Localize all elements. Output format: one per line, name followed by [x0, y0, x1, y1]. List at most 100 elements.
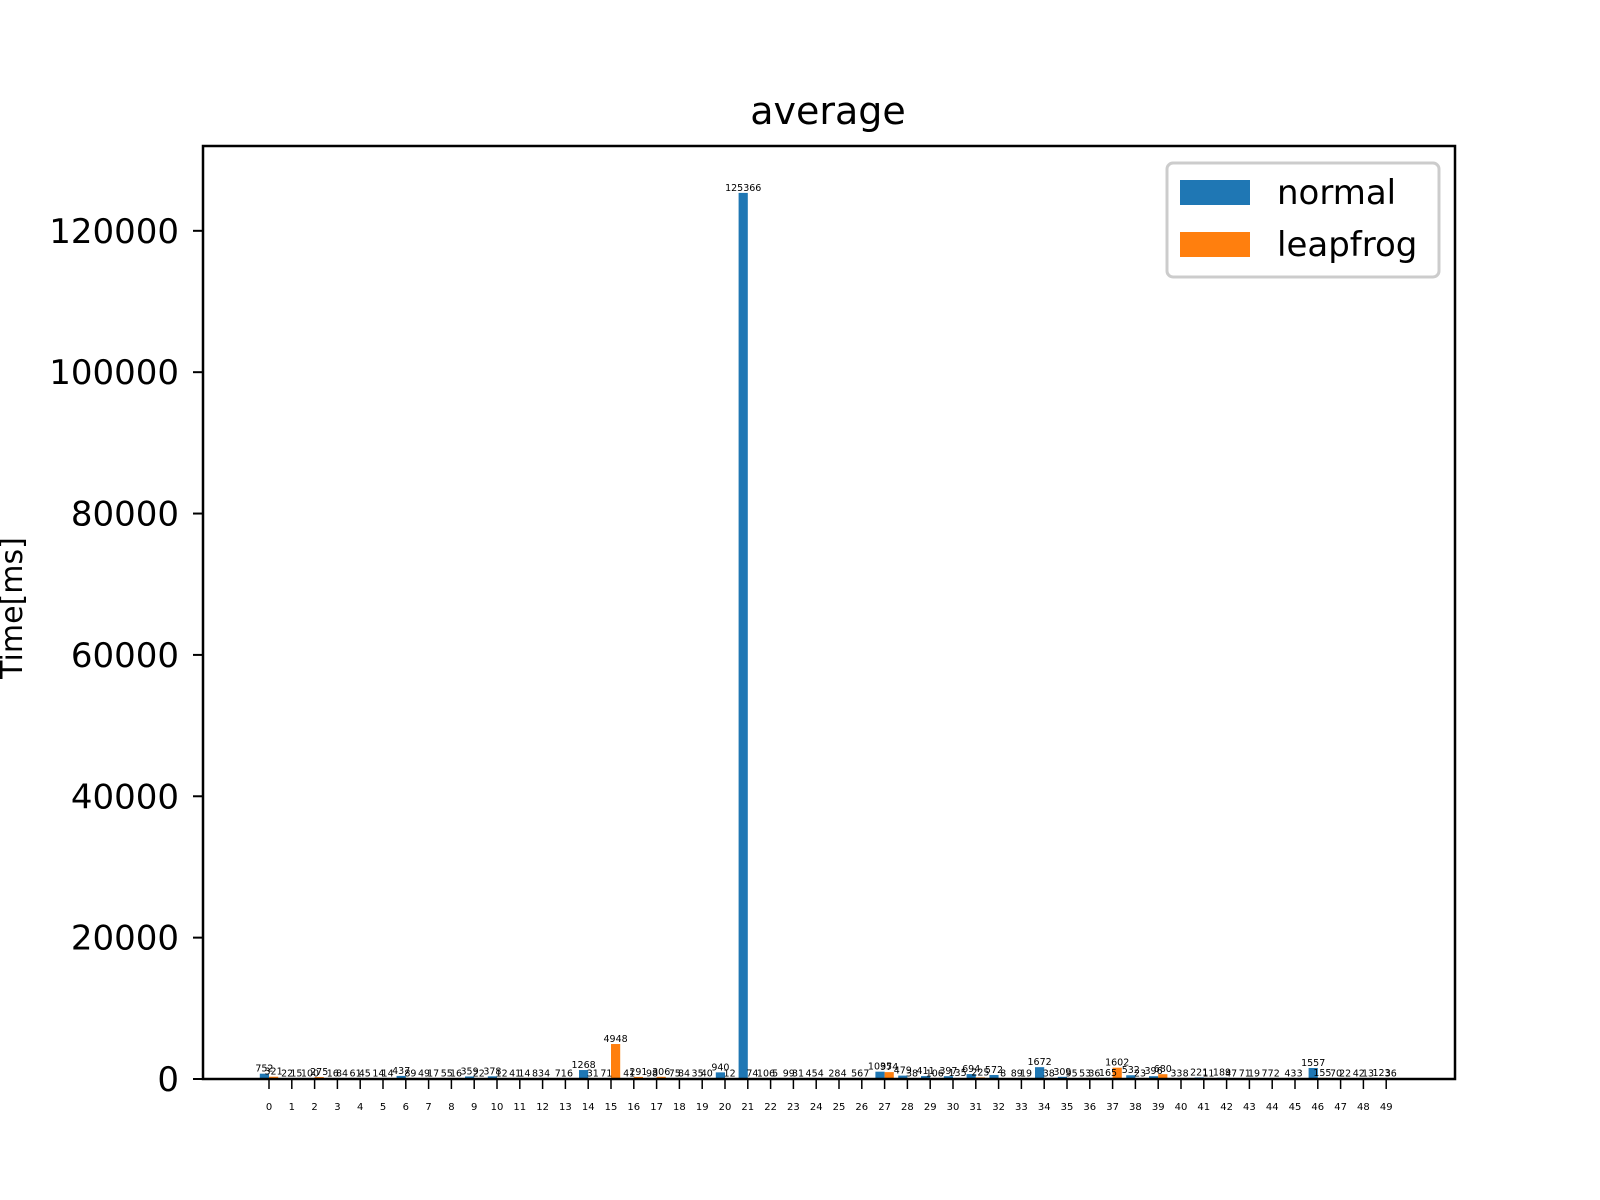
data-label-normal-33: 89	[1011, 1068, 1023, 1079]
data-label-normal-37: 165	[1099, 1068, 1117, 1079]
data-label-normal-25: 28	[828, 1068, 840, 1079]
data-label-leapfrog-19: 40	[701, 1068, 713, 1079]
data-label-normal-34: 1672	[1028, 1057, 1052, 1068]
data-label-normal-42: 189	[1213, 1068, 1231, 1079]
legend-label-normal: normal	[1277, 173, 1396, 213]
data-label-normal-6: 437	[392, 1066, 410, 1077]
bar-normal-10	[487, 1076, 497, 1079]
x-tick-label-19: 19	[696, 1102, 709, 1113]
data-label-leapfrog-12: 4	[544, 1068, 550, 1079]
data-label-leapfrog-28: 38	[906, 1068, 918, 1079]
x-tick-label-20: 20	[719, 1102, 732, 1113]
bar-normal-14	[579, 1070, 589, 1079]
data-label-leapfrog-3: 84	[336, 1068, 348, 1079]
x-tick-label-26: 26	[855, 1102, 868, 1113]
data-label-leapfrog-4: 45	[359, 1068, 371, 1079]
bar-normal-6	[396, 1075, 406, 1079]
bar-normal-20	[715, 1072, 725, 1079]
x-tick-label-48: 48	[1357, 1102, 1370, 1113]
data-label-leapfrog-13: 6	[567, 1068, 573, 1079]
data-label-normal-46: 1557	[1301, 1058, 1325, 1069]
y-tick-label-60000: 60000	[71, 636, 179, 676]
bars-layer	[259, 192, 1396, 1079]
data-label-leapfrog-2: 275	[310, 1067, 328, 1078]
legend-swatch-leapfrog	[1180, 232, 1250, 257]
data-label-leapfrog-35: 95	[1066, 1068, 1078, 1079]
legend: normal leapfrog	[1165, 161, 1441, 279]
data-label-leapfrog-5: 14	[382, 1068, 394, 1079]
data-label-leapfrog-7: 17	[427, 1068, 439, 1079]
bar-normal-46	[1308, 1067, 1318, 1079]
data-label-leapfrog-48: 13	[1362, 1068, 1374, 1079]
data-label-leapfrog-29: 106	[926, 1068, 944, 1079]
y-axis: 0 20000 40000 60000 80000 100000 120000	[49, 212, 203, 1100]
bar-normal-28	[898, 1075, 908, 1079]
x-tick-label-3: 3	[334, 1102, 340, 1113]
y-tick-label-0: 0	[157, 1060, 179, 1100]
x-tick-label-2: 2	[311, 1102, 317, 1113]
x-tick-label-23: 23	[787, 1102, 800, 1113]
y-tick-label-80000: 80000	[71, 495, 179, 535]
x-tick-label-6: 6	[403, 1102, 409, 1113]
bar-normal-32	[989, 1074, 999, 1079]
data-label-normal-1: 22	[281, 1068, 293, 1079]
data-label-leapfrog-6: 89	[404, 1068, 416, 1079]
x-tick-label-47: 47	[1334, 1102, 1347, 1113]
x-tick-label-44: 44	[1266, 1102, 1279, 1113]
data-label-leapfrog-37: 1602	[1105, 1058, 1129, 1069]
data-label-leapfrog-14: 31	[587, 1068, 599, 1079]
y-tick-label-120000: 120000	[49, 212, 179, 252]
x-tick-label-37: 37	[1106, 1102, 1119, 1113]
x-tick-label-5: 5	[380, 1102, 386, 1113]
data-label-leapfrog-11: 14	[518, 1068, 530, 1079]
data-label-normal-16: 41	[623, 1068, 635, 1079]
data-label-normal-30: 397	[939, 1066, 957, 1077]
x-tick-label-1: 1	[289, 1102, 295, 1113]
x-tick-label-40: 40	[1175, 1102, 1188, 1113]
x-tick-label-12: 12	[536, 1102, 549, 1113]
data-label-leapfrog-30: 135	[949, 1068, 967, 1079]
data-label-leapfrog-15: 4948	[604, 1034, 628, 1045]
data-label-leapfrog-49: 36	[1385, 1068, 1397, 1079]
bar-normal-31	[966, 1074, 976, 1079]
bar-normal-38	[1126, 1075, 1136, 1079]
bar-normal-27	[875, 1071, 885, 1079]
x-tick-label-9: 9	[471, 1102, 477, 1113]
x-tick-label-13: 13	[559, 1102, 572, 1113]
data-label-normal-0: 752	[255, 1064, 273, 1075]
data-label-normal-39: 396	[1145, 1066, 1163, 1077]
data-label-leapfrog-42: 47	[1225, 1068, 1237, 1079]
x-tick-label-17: 17	[650, 1102, 663, 1113]
data-label-normal-26: 56	[851, 1068, 863, 1079]
x-tick-label-16: 16	[627, 1102, 640, 1113]
x-tick-label-35: 35	[1061, 1102, 1074, 1113]
data-label-leapfrog-43: 19	[1248, 1068, 1260, 1079]
x-tick-label-21: 21	[741, 1102, 754, 1113]
x-tick-label-11: 11	[513, 1102, 526, 1113]
data-label-leapfrog-10: 12	[496, 1068, 508, 1079]
data-label-normal-24: 45	[806, 1068, 818, 1079]
data-label-normal-48: 42	[1353, 1068, 1365, 1079]
data-label-normal-45: 43	[1284, 1068, 1296, 1079]
data-label-normal-4: 61	[350, 1068, 362, 1079]
x-tick-label-36: 36	[1083, 1102, 1096, 1113]
data-label-normal-49: 123	[1373, 1068, 1391, 1079]
data-label-normal-47: 70	[1330, 1068, 1342, 1079]
x-tick-label-27: 27	[878, 1102, 891, 1113]
data-label-normal-3: 16	[327, 1068, 339, 1079]
x-tick-label-29: 29	[924, 1102, 937, 1113]
data-label-leapfrog-24: 4	[818, 1068, 824, 1079]
data-label-leapfrog-41: 11	[1202, 1068, 1214, 1079]
data-label-normal-10: 378	[483, 1066, 501, 1077]
data-label-normal-14: 1268	[572, 1060, 596, 1071]
data-label-normal-43: 71	[1239, 1068, 1251, 1079]
data-label-normal-2: 100	[301, 1068, 319, 1079]
x-tick-label-10: 10	[491, 1102, 504, 1113]
data-label-leapfrog-9: 22	[473, 1068, 485, 1079]
data-label-leapfrog-25: 4	[841, 1068, 847, 1079]
data-label-leapfrog-39: 680	[1154, 1064, 1172, 1075]
bar-normal-39	[1149, 1076, 1159, 1079]
data-label-normal-13: 71	[555, 1068, 567, 1079]
data-label-leapfrog-0: 321	[265, 1067, 283, 1078]
data-label-normal-19: 35	[692, 1068, 704, 1079]
